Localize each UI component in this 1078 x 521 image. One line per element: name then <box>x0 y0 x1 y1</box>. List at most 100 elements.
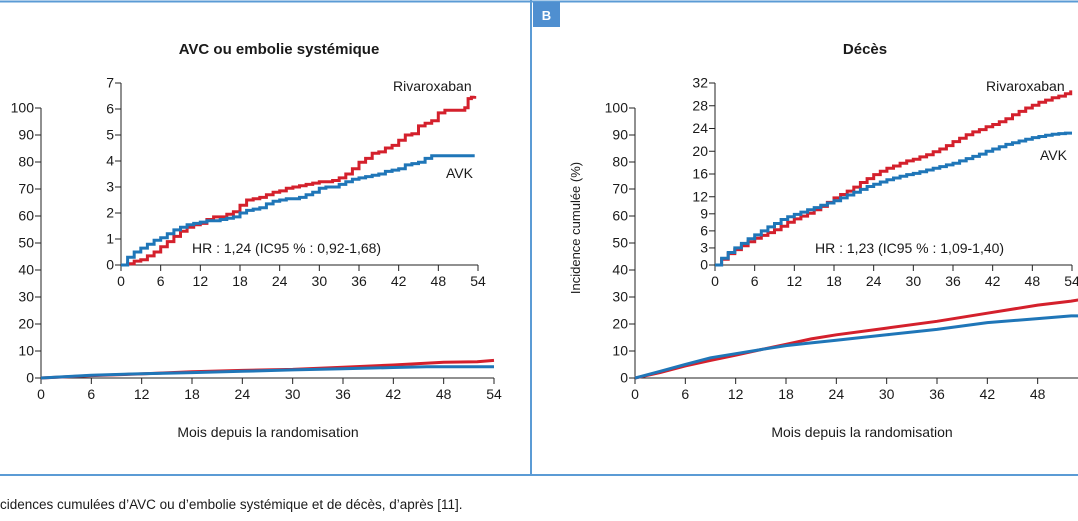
chart-1-inset-y-tick-label: 2 <box>106 205 114 221</box>
chart-1-inset-x-tick-label: 42 <box>391 273 407 289</box>
chart-1-y-tick-label: 20 <box>18 316 34 332</box>
chart-2-inset-x-tick-label: 12 <box>787 273 803 289</box>
chart-2-y-tick-label: 50 <box>612 235 628 251</box>
chart-2-y-tick-label: 100 <box>605 100 629 116</box>
chart-2-x-tick-label: 18 <box>778 386 794 402</box>
chart-2-y-tick-label: 40 <box>612 262 628 278</box>
chart-2-series-rivaroxaban <box>634 298 1078 380</box>
chart-1-inset-x-tick-label: 48 <box>431 273 447 289</box>
chart-1-inset-y-tick-label: 3 <box>106 179 114 195</box>
chart-2-inset-series-avk <box>715 131 1072 267</box>
chart-2-y-tick-label: 10 <box>612 343 628 359</box>
chart-1-inset-x-tick-label: 54 <box>470 273 486 289</box>
chart-2-ylabel: Incidence cumulée (%) <box>568 162 583 294</box>
chart-1-y-tick-label: 0 <box>26 370 34 386</box>
chart-2-inset-y-tick-label: 6 <box>700 222 708 238</box>
chart-2-y-tick-label: 0 <box>620 370 628 386</box>
chart-1-series-avk <box>40 365 494 380</box>
chart-2-x-tick-label: 0 <box>631 386 639 402</box>
chart-1-x-tick-label: 0 <box>37 386 45 402</box>
chart-2-inset-y-tick-label: 0 <box>700 257 708 273</box>
chart-1-x-tick-label: 42 <box>386 386 402 402</box>
chart-2-y-tick-label: 90 <box>612 127 628 143</box>
chart-2-inset-y-tick-label: 20 <box>692 143 708 159</box>
chart-2-inset-y-tick-label: 28 <box>692 97 708 113</box>
chart-2-inset-series-rivaroxaban <box>715 90 1073 267</box>
chart-1-x-tick-label: 12 <box>134 386 150 402</box>
chart-1-inset-x-tick-label: 12 <box>193 273 209 289</box>
chart-2-xlabel: Mois depuis la randomisation <box>771 424 952 440</box>
chart-2-inset-x-tick-label: 6 <box>751 273 759 289</box>
chart-1-inset-x-tick-label: 18 <box>232 273 248 289</box>
chart-1-x-tick-label: 30 <box>285 386 301 402</box>
chart-1-x-tick-label: 48 <box>436 386 452 402</box>
chart-2-inset-annotation: HR : 1,23 (IC95 % : 1,09-1,40) <box>815 240 1004 256</box>
chart-2-inset-label-avk: AVK <box>1040 147 1068 163</box>
chart-2-inset-y-tick-label: 12 <box>692 188 708 204</box>
figure-caption: cidences cumulées d’AVC ou d’embolie sys… <box>0 497 463 512</box>
chart-1-inset-x-tick-label: 36 <box>351 273 367 289</box>
chart-1-y-tick-label: 70 <box>18 181 34 197</box>
panel-badge <box>533 2 560 27</box>
chart-2-inset-x-tick-label: 24 <box>866 273 882 289</box>
chart-1-y-tick-label: 40 <box>18 262 34 278</box>
chart-1-inset-y-tick-label: 1 <box>106 231 114 247</box>
chart-1-inset-y-tick-label: 7 <box>106 75 114 91</box>
chart-1-inset-series-avk <box>121 154 475 267</box>
chart-1-inset-series-rivaroxaban <box>121 95 477 267</box>
chart-2-inset-y-tick-label: 32 <box>692 75 708 91</box>
chart-2-y-tick-label: 30 <box>612 289 628 305</box>
chart-2-inset-x-tick-label: 18 <box>826 273 842 289</box>
chart-1-inset-label-avk: AVK <box>446 165 474 181</box>
chart-1-x-tick-label: 18 <box>184 386 200 402</box>
chart-1-x-tick-label: 36 <box>335 386 351 402</box>
chart-1-title: AVC ou embolie systémique <box>179 41 380 58</box>
chart-1-x-tick-label: 6 <box>87 386 95 402</box>
chart-1-inset-y-tick-label: 6 <box>106 101 114 117</box>
chart-2-inset-y-tick-label: 3 <box>700 239 708 255</box>
chart-1-y-tick-label: 100 <box>11 100 35 116</box>
chart-2-inset-x-tick-label: 42 <box>985 273 1001 289</box>
chart-1-x-tick-label: 24 <box>235 386 251 402</box>
chart-1-inset-x-tick-label: 24 <box>272 273 288 289</box>
chart-2-inset-x-tick-label: 48 <box>1025 273 1041 289</box>
chart-1-y-tick-label: 50 <box>18 235 34 251</box>
chart-2-x-tick-label: 48 <box>1030 386 1046 402</box>
chart-2-x-tick-label: 36 <box>929 386 945 402</box>
chart-2-x-tick-label: 12 <box>728 386 744 402</box>
chart-1-inset-label-rivaroxaban: Rivaroxaban <box>393 78 472 94</box>
chart-1-inset-x-tick-label: 30 <box>312 273 328 289</box>
chart-2-inset-label-rivaroxaban: Rivaroxaban <box>986 78 1065 94</box>
chart-2-x-tick-label: 42 <box>980 386 996 402</box>
chart-2-x-tick-label: 30 <box>879 386 895 402</box>
chart-2-y-tick-label: 70 <box>612 181 628 197</box>
chart-2-inset-y-tick-label: 16 <box>692 166 708 182</box>
chart-2-inset-y-tick-label: 9 <box>700 205 708 221</box>
chart-1-inset-annotation: HR : 1,24 (IC95 % : 0,92-1,68) <box>192 240 381 256</box>
chart-1-y-tick-label: 30 <box>18 289 34 305</box>
chart-1-inset-x-tick-label: 0 <box>117 273 125 289</box>
chart-1-y-tick-label: 60 <box>18 208 34 224</box>
chart-1-inset-y-tick-label: 5 <box>106 127 114 143</box>
chart-2-inset-x-tick-label: 54 <box>1064 273 1078 289</box>
chart-1-x-tick-label: 54 <box>486 386 502 402</box>
chart-1-y-tick-label: 90 <box>18 127 34 143</box>
chart-2-inset-x-tick-label: 30 <box>906 273 922 289</box>
chart-2-title: Décès <box>843 41 887 58</box>
panel-badge-label: B <box>542 8 551 23</box>
chart-1-inset-x-tick-label: 6 <box>157 273 165 289</box>
chart-2-series-avk <box>634 314 1078 380</box>
chart-2-x-tick-label: 24 <box>829 386 845 402</box>
chart-2-inset-x-tick-label: 0 <box>711 273 719 289</box>
chart-1-inset-y-tick-label: 0 <box>106 257 114 273</box>
chart-1-y-tick-label: 80 <box>18 154 34 170</box>
chart-1-xlabel: Mois depuis la randomisation <box>177 424 358 440</box>
chart-1-y-tick-label: 10 <box>18 343 34 359</box>
chart-2-x-tick-label: 6 <box>681 386 689 402</box>
chart-2-inset-x-tick-label: 36 <box>945 273 961 289</box>
chart-2-y-tick-label: 60 <box>612 208 628 224</box>
chart-2-y-tick-label: 20 <box>612 316 628 332</box>
